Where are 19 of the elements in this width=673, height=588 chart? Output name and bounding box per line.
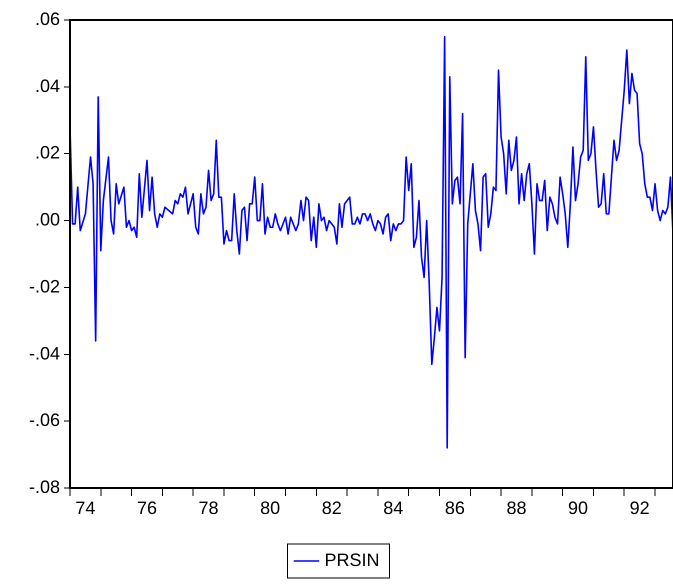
x-tick-label: 92 xyxy=(630,498,650,518)
y-tick-label: .04 xyxy=(34,76,60,96)
y-tick-label: -.02 xyxy=(28,276,60,296)
x-tick-label: 84 xyxy=(383,498,404,518)
legend-label: PRSIN xyxy=(324,550,380,570)
y-tick-label: .02 xyxy=(34,142,60,163)
x-tick-label: 76 xyxy=(136,498,157,518)
x-tick-label: 90 xyxy=(568,498,588,518)
x-tick-label: 78 xyxy=(198,498,219,518)
x-tick-label: 80 xyxy=(260,498,280,518)
x-tick-label: 82 xyxy=(322,498,342,518)
y-tick-label: .06 xyxy=(34,8,60,29)
x-tick-label: 74 xyxy=(75,498,96,518)
x-tick-label: 86 xyxy=(444,498,465,518)
y-tick-label: .00 xyxy=(34,210,60,230)
y-tick-label: -.06 xyxy=(28,410,60,430)
y-tick-label: -.08 xyxy=(28,476,60,497)
y-tick-label: -.04 xyxy=(28,343,60,364)
x-tick-label: 88 xyxy=(506,498,526,518)
